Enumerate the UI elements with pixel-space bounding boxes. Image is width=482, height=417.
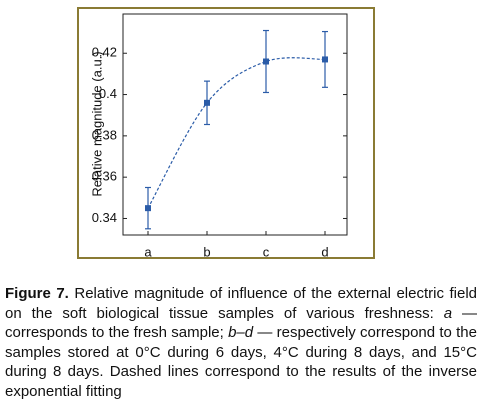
caption-italic: b–d <box>228 324 254 341</box>
axes-box <box>122 13 348 236</box>
x-tick-label: d <box>321 244 328 259</box>
y-tick-label: 0.36 <box>92 169 117 184</box>
y-tick-label: 0.34 <box>92 210 117 225</box>
caption-text: — respectively correspond to the samples… <box>5 324 477 400</box>
caption: Figure 7. Relative magnitude of influenc… <box>5 284 477 401</box>
x-tick-label: a <box>144 244 152 259</box>
y-tick-label: 0.38 <box>92 127 117 142</box>
marker <box>204 99 210 106</box>
caption-label: Figure 7. <box>5 285 69 302</box>
fit-curve <box>147 57 326 209</box>
y-tick-label: 0.4 <box>99 86 117 101</box>
marker <box>263 58 269 65</box>
marker <box>322 56 328 63</box>
caption-text: — corresponds to the fresh sample; <box>5 304 477 342</box>
figure-frame <box>77 7 375 259</box>
caption-text: Relative magnitude of influence of the e… <box>5 285 477 322</box>
x-tick-label: b <box>203 244 210 259</box>
marker <box>145 205 151 212</box>
y-axis-label: Relative magnitude (a.u.) <box>89 51 104 196</box>
caption-italic: a <box>443 304 453 322</box>
y-tick-label: 0.42 <box>92 45 117 60</box>
chart: Relative magnitude (a.u.) 0.34 0.36 0.38 0.… <box>89 13 348 259</box>
x-tick-label: c <box>263 244 270 259</box>
